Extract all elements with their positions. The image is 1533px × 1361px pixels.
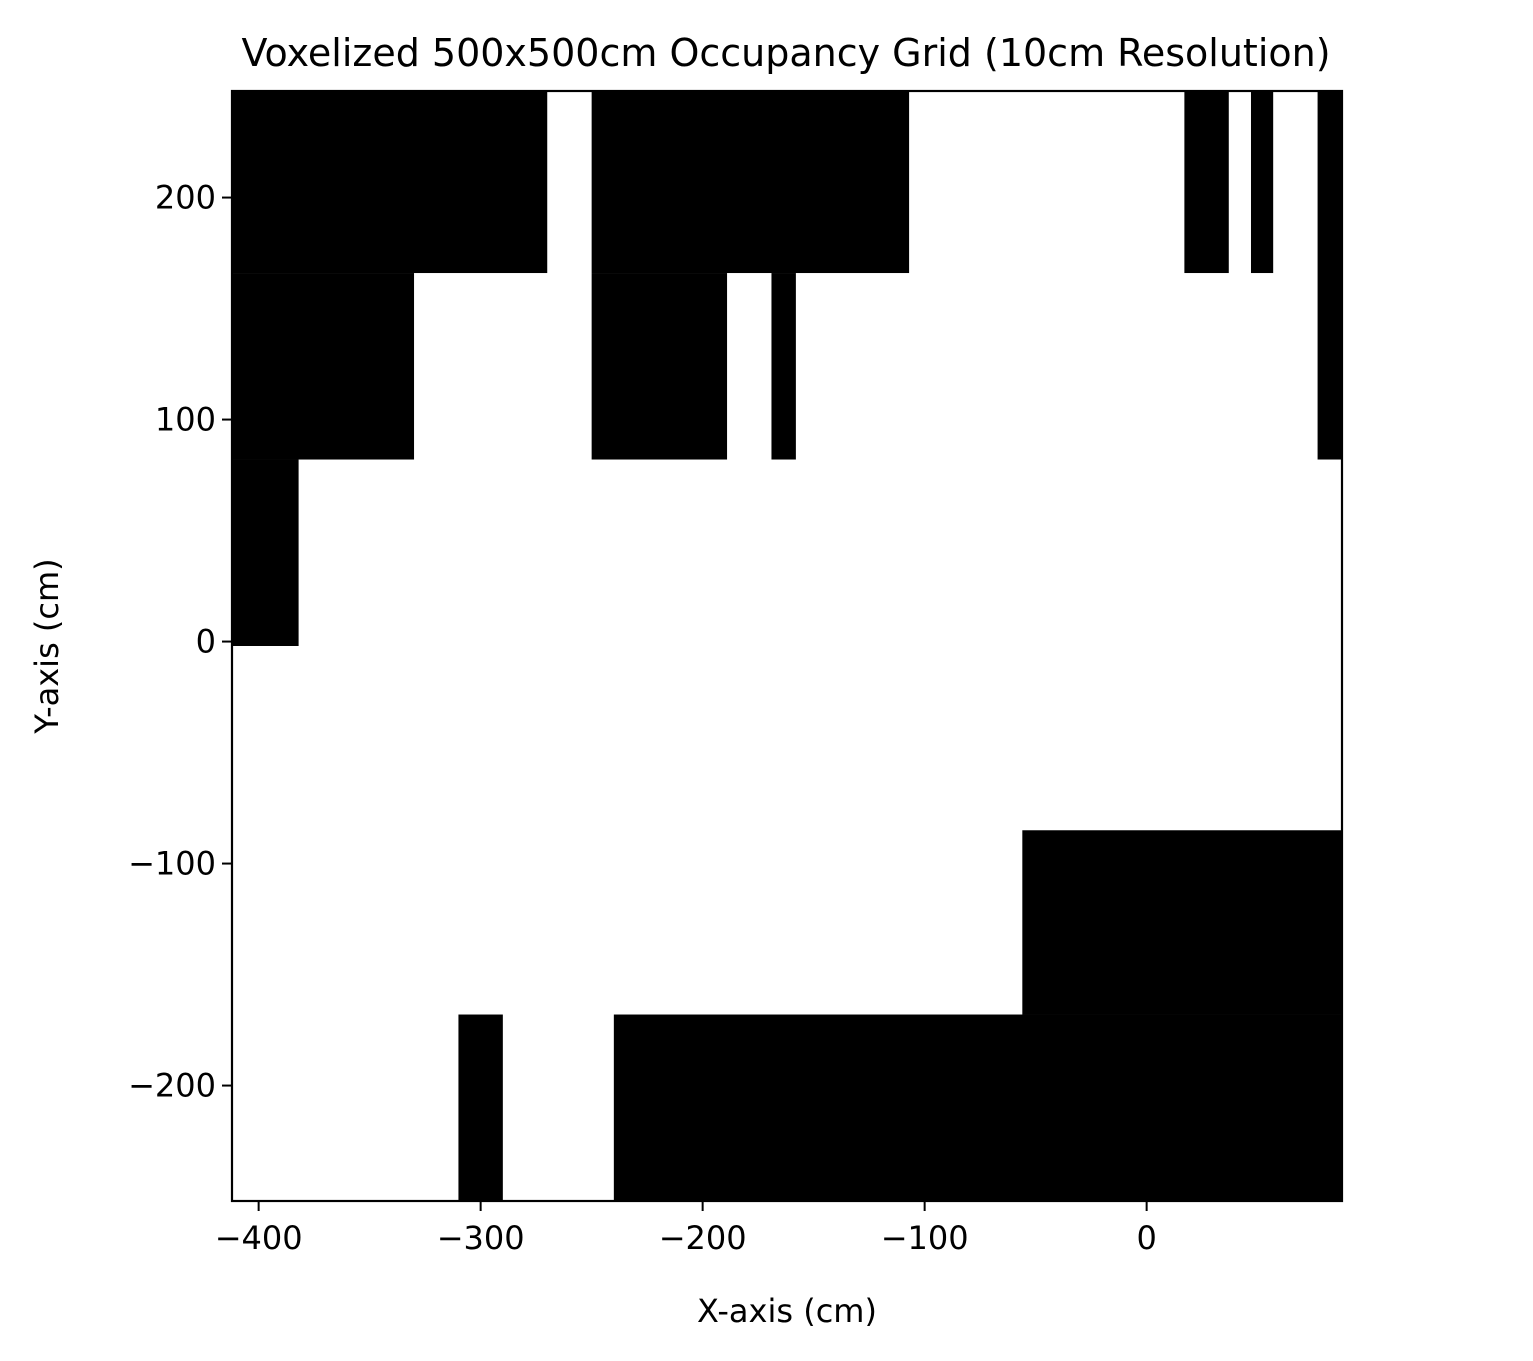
occupied-cell-block: [771, 273, 796, 460]
x-tick-label: −300: [437, 1219, 525, 1257]
occupied-cell-block: [613, 1014, 1342, 1201]
y-tick-label: 200: [155, 179, 216, 217]
y-axis-label: Y-axis (cm): [28, 558, 66, 734]
y-tick-label: −200: [128, 1067, 216, 1105]
x-tick-label: 0: [1136, 1219, 1156, 1257]
occupied-cell-block: [232, 91, 548, 274]
x-axis-label: X-axis (cm): [697, 1292, 877, 1330]
x-tick-label: −200: [659, 1219, 747, 1257]
y-tick-label: 0: [196, 623, 216, 661]
occupied-cell-block: [232, 273, 415, 460]
occupied-cell-block: [1184, 91, 1229, 274]
x-tick-label: −100: [881, 1219, 969, 1257]
plot-frame: [230, 89, 1344, 1203]
occupied-cell-block: [458, 1014, 503, 1201]
occupied-cell-block: [591, 91, 910, 274]
occupied-cell-block: [232, 459, 299, 646]
y-axis-ticks: −200 −100 0 100 200: [128, 179, 232, 1105]
y-tick-label: 100: [155, 401, 216, 439]
occupancy-cells: [232, 91, 1342, 1201]
chart-title: Voxelized 500x500cm Occupancy Grid (10cm…: [241, 31, 1330, 75]
x-tick-label: −400: [215, 1219, 303, 1257]
occupied-cell-block: [1250, 91, 1274, 274]
occupied-cell-block: [1022, 830, 1342, 1015]
occupied-cell-block: [591, 273, 728, 460]
x-axis-ticks: −400 −300 −200 −100 0: [215, 1201, 1157, 1257]
y-tick-label: −100: [128, 845, 216, 883]
occupied-cell-block: [1317, 91, 1342, 460]
